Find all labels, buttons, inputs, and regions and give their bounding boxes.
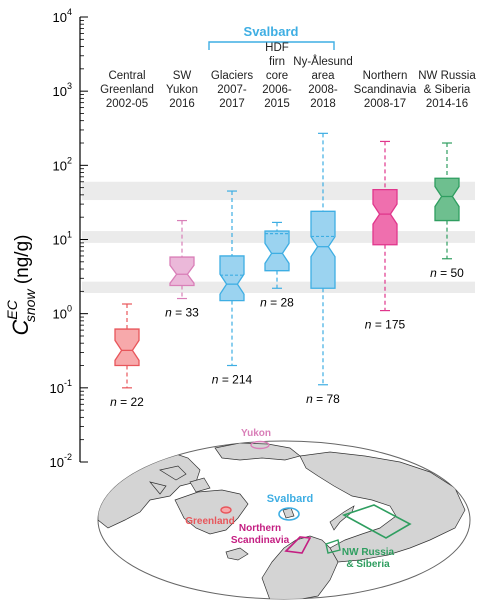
sample-size-labels: n = 22 n = 33 n = 214 n = 28 n = 78 n = 175 n … [110,266,464,409]
category-label-line: SW [173,70,192,82]
scandinavia-label-line1: Northern [239,523,281,534]
svalbard-marker [278,507,300,521]
category-label-line: 2016 [169,98,195,110]
y-tick-label: 103 [53,81,72,99]
y-axis: 10-2 10-1 100 101 102 103 104 [50,7,88,470]
svalbard-label: Svalbard [267,493,313,505]
category-label-line: 2014-16 [426,98,468,110]
category-label-line: 2007- [217,84,247,96]
yukon-marker [250,440,270,450]
category-label-line: & Siberia [424,84,471,96]
greenland-marker [220,506,232,514]
sample-size-label: n = 175 [365,318,406,332]
boxplot-3 [219,190,245,367]
category-label-line: 2018 [310,98,336,110]
interquartile-box [434,177,460,222]
category-label-line: Central [108,70,145,82]
map-landmasses [98,442,466,599]
sample-size-label: n = 50 [430,266,464,280]
boxplot-6 [372,140,398,312]
canadian-archipelago-land [149,465,211,495]
boxplot-1 [114,303,140,389]
greenland-land [174,489,249,535]
boxplot-4 [264,221,290,289]
arctic-map: Yukon Svalbard Greenland Northern Scandi… [97,428,471,600]
interquartile-box [219,255,245,302]
yukon-label: Yukon [241,428,271,439]
svalbard-group-bracket: Svalbard [208,24,335,50]
sample-size-label: n = 78 [306,392,340,406]
russia-marker-large [342,504,412,539]
alaska-land [214,442,301,461]
svalbard-group-label: Svalbard [244,24,299,39]
interquartile-box [169,256,195,287]
sample-size-label: n = 22 [110,395,144,409]
y-tick-label: 102 [53,155,72,173]
greenland-label: Greenland [185,516,234,527]
boxplot-2 [169,219,195,300]
category-label-line: 2006- [262,84,292,96]
scandinavia-marker [284,536,312,554]
sample-size-label: n = 28 [260,295,294,309]
scandinavia-label-line2: Scandinavia [231,535,290,546]
y-tick-label: 101 [53,230,72,248]
russia-label-line1: NW Russia [342,547,395,558]
category-label-line: Ny-Ålesund [293,55,352,68]
boxplot-5 [310,132,336,386]
reference-band-1 [82,281,475,293]
category-label-line: firn [269,56,285,68]
interquartile-box [264,230,290,272]
iceland-land [225,547,249,561]
category-label-line: Yukon [166,84,198,96]
category-label-line: 2008- [308,84,338,96]
category-label-line: 2008-17 [364,98,406,110]
category-label-line: NW Russia [418,70,476,82]
interquartile-box [310,210,336,289]
category-labels: Central Greenland 2002-05 SW Yukon 2016 Glacie… [100,42,476,110]
category-label-line: 2017 [219,98,245,110]
scandinavia-land [261,535,339,599]
y-tick-label: 10-2 [50,452,72,470]
boxplot-7 [434,142,460,260]
category-label-line: Glaciers [211,70,253,82]
boxplots [114,132,460,389]
category-label-line: Northern [363,70,408,82]
category-label-line: Greenland [100,84,154,96]
sample-size-label: n = 214 [212,373,253,387]
reference-band-3 [82,181,475,201]
category-label-line: HDF [265,42,289,54]
russia-label-line2: & Siberia [346,559,390,570]
russia-marker-small [325,539,341,554]
interquartile-box [372,189,398,246]
sample-size-label: n = 33 [165,306,199,320]
interquartile-box [114,328,140,367]
category-label-line: core [266,70,288,82]
category-label-line: 2002-05 [106,98,148,110]
category-label-line: area [311,70,335,82]
category-label-line: Scandinavia [354,84,417,96]
y-tick-label: 100 [53,304,72,322]
category-label-line: 2015 [264,98,290,110]
y-tick-label: 104 [53,7,72,25]
y-tick-label: 10-1 [50,378,72,396]
y-axis-title: CEC snow (ng/g) [4,235,38,336]
